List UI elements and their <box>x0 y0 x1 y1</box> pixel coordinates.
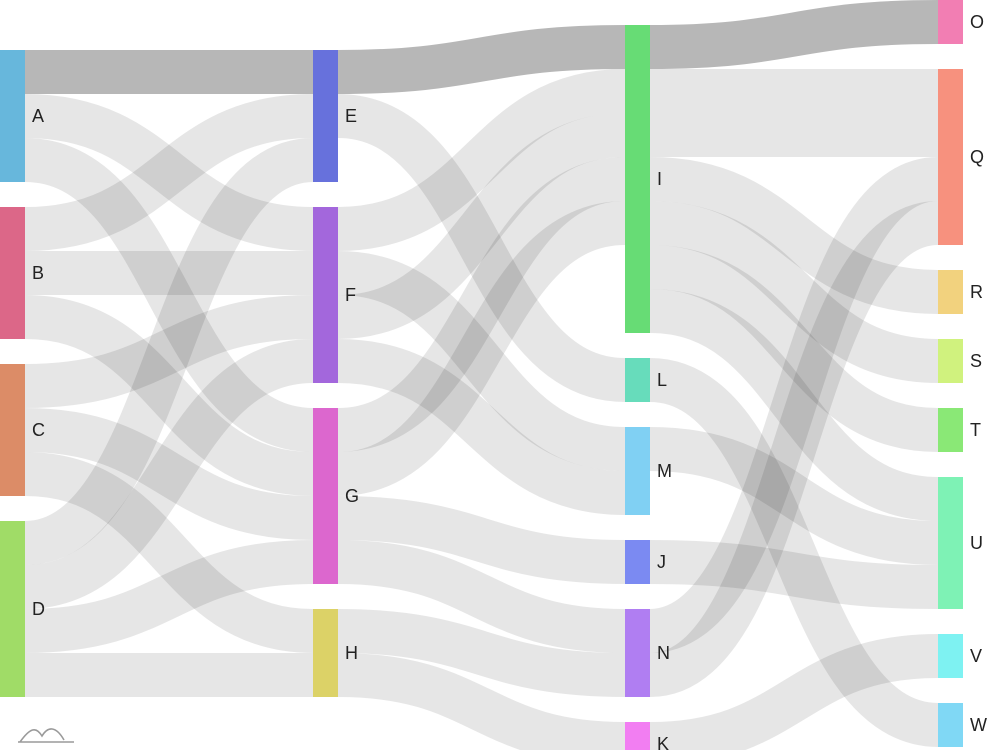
node-Q[interactable] <box>938 69 963 245</box>
node-label-C: C <box>32 420 45 440</box>
node-label-W: W <box>970 715 987 735</box>
link-G-I-19 <box>336 157 627 452</box>
chart-logo-icon <box>18 728 74 743</box>
node-U[interactable] <box>938 477 963 609</box>
node-S[interactable] <box>938 339 963 383</box>
link-N-Q-35 <box>647 201 941 697</box>
link-G-J-21 <box>337 496 626 584</box>
node-label-U: U <box>970 533 983 553</box>
link-I-S-28 <box>649 201 939 383</box>
node-label-O: O <box>970 12 984 32</box>
labels-layer: A B C D E F G H I L M J N K O Q R S T U V W <box>32 12 987 750</box>
node-K[interactable] <box>625 722 650 750</box>
node-label-N: N <box>657 643 670 663</box>
node-H[interactable] <box>313 609 338 697</box>
node-C[interactable] <box>0 364 25 496</box>
link-J-U-33 <box>649 540 939 609</box>
link-H-K-24 <box>337 653 626 750</box>
node-label-A: A <box>32 106 44 126</box>
link-E-I-13 <box>337 25 626 94</box>
link-I-O-25 <box>649 0 939 69</box>
node-label-T: T <box>970 420 981 440</box>
node-label-Q: Q <box>970 147 984 167</box>
link-D-F-10 <box>23 339 315 609</box>
link-D-E-9 <box>23 138 315 565</box>
node-T[interactable] <box>938 408 963 452</box>
link-G-N-22 <box>337 540 626 653</box>
node-F[interactable] <box>313 207 338 383</box>
link-D-G-11 <box>24 540 314 653</box>
node-I[interactable] <box>625 25 650 333</box>
node-L[interactable] <box>625 358 650 402</box>
node-V[interactable] <box>938 634 963 678</box>
link-C-H-8 <box>24 452 314 653</box>
link-H-N-23 <box>337 609 626 697</box>
node-G[interactable] <box>313 408 338 584</box>
link-F-I-17 <box>337 113 626 339</box>
link-F-I-15 <box>337 69 626 251</box>
link-G-I-20 <box>336 201 627 496</box>
link-I-R-27 <box>649 157 939 314</box>
node-label-M: M <box>657 461 672 481</box>
link-F-M-18 <box>337 339 626 515</box>
node-label-L: L <box>657 370 667 390</box>
links-layer <box>23 0 941 750</box>
node-R[interactable] <box>938 270 963 314</box>
node-M[interactable] <box>625 427 650 515</box>
node-label-F: F <box>345 285 356 305</box>
node-label-H: H <box>345 643 358 663</box>
node-W[interactable] <box>938 703 963 747</box>
node-label-B: B <box>32 263 44 283</box>
node-label-E: E <box>345 106 357 126</box>
node-D[interactable] <box>0 521 25 697</box>
node-O[interactable] <box>938 0 963 44</box>
node-label-R: R <box>970 282 983 302</box>
node-label-I: I <box>657 169 662 189</box>
node-label-K: K <box>657 734 669 750</box>
node-N[interactable] <box>625 609 650 697</box>
node-label-D: D <box>32 599 45 619</box>
node-E[interactable] <box>313 50 338 182</box>
nodes-layer <box>0 0 963 750</box>
link-K-V-36 <box>649 634 939 750</box>
link-B-E-3 <box>24 94 314 251</box>
node-label-V: V <box>970 646 982 666</box>
node-B[interactable] <box>0 207 25 339</box>
node-label-G: G <box>345 486 359 506</box>
node-A[interactable] <box>0 50 25 182</box>
node-J[interactable] <box>625 540 650 584</box>
node-label-S: S <box>970 351 982 371</box>
node-label-J: J <box>657 552 666 572</box>
